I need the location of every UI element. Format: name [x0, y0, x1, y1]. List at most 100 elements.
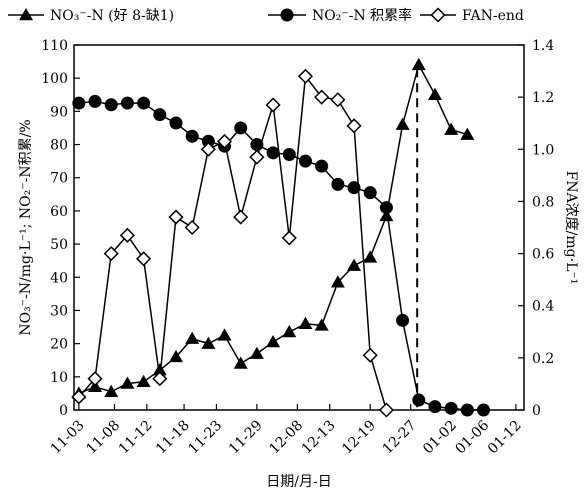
data-point	[379, 201, 393, 215]
legend-item: FAN-end	[420, 7, 524, 24]
legend-label: NO₂⁻-N 积累率	[312, 7, 412, 24]
data-point	[168, 209, 184, 225]
data-point	[153, 108, 167, 122]
data-point	[136, 251, 152, 267]
y-right-tick-label: 0.4	[532, 299, 554, 315]
y-left-tick-label: 80	[50, 138, 68, 154]
data-point	[395, 117, 410, 130]
data-point	[137, 96, 151, 110]
data-point	[378, 402, 394, 418]
y-left-tick-label: 30	[50, 303, 68, 319]
data-point	[427, 87, 442, 101]
data-point	[411, 57, 426, 71]
data-point	[104, 384, 119, 397]
data-point	[362, 347, 378, 363]
data-point	[314, 89, 330, 105]
x-tick-label: 12-13	[299, 418, 339, 458]
x-tick-label: 11-08	[83, 418, 123, 458]
data-point	[103, 246, 119, 262]
data-point	[265, 97, 281, 113]
data-point	[266, 334, 281, 348]
y-left-tick-label: 50	[50, 237, 68, 253]
data-point	[249, 346, 264, 359]
data-point	[330, 275, 345, 288]
y-left-tick-label: 100	[41, 71, 68, 87]
data-point	[396, 313, 410, 327]
data-point	[152, 363, 167, 376]
data-point	[331, 177, 345, 191]
data-point	[71, 389, 87, 405]
data-point	[281, 230, 297, 246]
x-tick-label: 01-06	[453, 417, 493, 457]
legend-item: NO₃⁻-N (好 8-缺1)	[8, 8, 174, 24]
y-left-tick-label: 60	[50, 204, 68, 220]
data-point	[104, 98, 118, 112]
series-diamond	[71, 68, 394, 418]
data-point	[266, 146, 280, 160]
data-point	[330, 92, 346, 108]
data-point	[201, 134, 215, 148]
data-point	[314, 318, 329, 331]
y-right-tick-label: 0	[532, 403, 541, 419]
data-point	[346, 118, 362, 134]
y-right-tick-label: 0.6	[532, 247, 554, 263]
x-tick-label: 11-03	[48, 418, 88, 458]
x-axis-title: 日期/月-日	[266, 474, 331, 490]
data-point	[282, 325, 297, 338]
data-point	[297, 68, 314, 84]
y-left-tick-label: 10	[50, 370, 68, 386]
data-point	[233, 209, 249, 225]
legend-label: NO₃⁻-N (好 8-缺1)	[50, 8, 174, 24]
data-point	[119, 227, 135, 243]
data-point	[249, 149, 265, 165]
x-tick-label: 12-08	[266, 418, 306, 458]
legend-marker	[280, 8, 294, 22]
data-point	[168, 349, 183, 363]
data-point	[184, 219, 200, 236]
data-point	[216, 133, 233, 150]
x-tick-label: 12-19	[339, 418, 379, 458]
series-circle	[72, 94, 491, 417]
series-line	[78, 74, 388, 411]
data-point	[72, 96, 86, 110]
y-left-tick-label: 70	[50, 171, 68, 187]
x-tick-label: 11-18	[153, 418, 193, 458]
data-point	[347, 181, 361, 195]
data-point	[200, 141, 216, 157]
data-point	[444, 122, 459, 135]
data-point	[120, 376, 135, 389]
data-point	[120, 96, 134, 110]
data-point	[379, 208, 394, 222]
data-point	[87, 371, 103, 387]
series-triangle	[71, 57, 475, 399]
data-point	[477, 403, 491, 417]
y-left-axis-title: NO₃⁻-N/mg·L⁻¹; NO₂⁻-N积累/%	[18, 119, 34, 335]
data-point	[298, 316, 313, 329]
data-point	[169, 116, 183, 130]
data-point	[282, 148, 296, 161]
legend-item: NO₂⁻-N 积累率	[268, 7, 412, 24]
data-point	[88, 94, 102, 108]
x-tick-label: 01-12	[485, 418, 525, 458]
x-tick-label: 11-29	[226, 418, 266, 458]
y-left-tick-label: 0	[59, 403, 68, 419]
data-point	[136, 374, 151, 388]
x-tick-label: 11-23	[185, 418, 225, 458]
data-point	[315, 159, 329, 173]
data-point	[234, 121, 248, 135]
data-point	[233, 356, 248, 369]
data-point	[152, 371, 168, 387]
data-point	[444, 401, 458, 415]
legend: NO₃⁻-N (好 8-缺1) NO₂⁻-N 积累率 FAN-end	[8, 7, 524, 24]
data-point	[363, 250, 378, 263]
y-left-tick-label: 90	[50, 104, 68, 120]
y-right-tick-label: 1.2	[532, 90, 554, 106]
data-point	[460, 127, 475, 140]
y-right-tick-label: 0.2	[532, 351, 554, 367]
legend-label: FAN-end	[462, 8, 524, 24]
x-tick-label: 12-27	[380, 418, 420, 458]
plot-frame	[73, 44, 525, 411]
data-point	[298, 154, 312, 168]
data-point	[428, 400, 442, 414]
